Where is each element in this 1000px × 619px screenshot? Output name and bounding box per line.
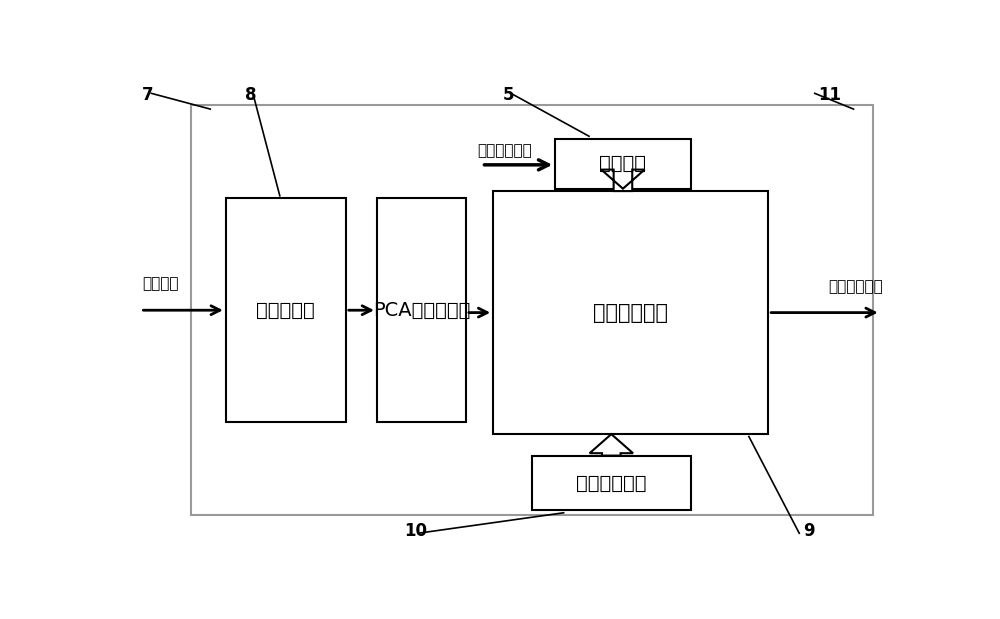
Bar: [191, 105, 873, 515]
Polygon shape: [590, 434, 633, 456]
Text: 输出软测量值: 输出软测量值: [828, 279, 883, 294]
Text: 7: 7: [142, 86, 154, 104]
Text: 5: 5: [503, 86, 515, 104]
Polygon shape: [601, 170, 645, 191]
Bar: [555, 139, 691, 189]
Text: 输入数据: 输入数据: [142, 277, 179, 292]
Text: 8: 8: [245, 86, 257, 104]
Bar: [226, 198, 346, 422]
Text: 11: 11: [819, 86, 842, 104]
Text: 智能加权优化: 智能加权优化: [576, 474, 647, 493]
Text: 9: 9: [803, 522, 815, 540]
Text: 神经网络模型: 神经网络模型: [593, 303, 668, 322]
Text: 模型更新: 模型更新: [599, 154, 646, 173]
Bar: [493, 191, 768, 434]
Bar: [532, 456, 691, 511]
Text: 数据预处理: 数据预处理: [256, 301, 315, 319]
Text: 10: 10: [404, 522, 427, 540]
Text: 离线化验数据: 离线化验数据: [478, 143, 532, 158]
Text: PCA主成分分析: PCA主成分分析: [373, 301, 470, 319]
Bar: [377, 198, 466, 422]
